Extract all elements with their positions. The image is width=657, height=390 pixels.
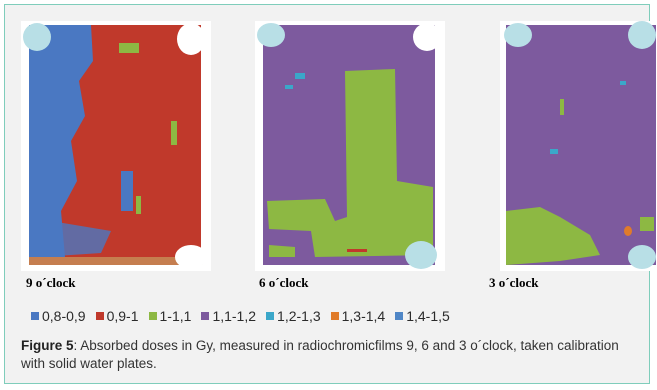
figure-caption-text: : Absorbed doses in Gy, measured in radi… — [21, 338, 619, 371]
legend-label: 1-1,1 — [159, 308, 192, 324]
legend-item: 1-1,1 — [148, 308, 192, 324]
legend-label: 0,9-1 — [106, 308, 139, 324]
legend-label: 1,3-1,4 — [341, 308, 386, 324]
legend-swatch-icon — [31, 312, 39, 320]
figure-panel: 9 o´clock 6 o´clock 3 o´clock 0,8-0,9 0,9… — [4, 4, 657, 384]
film-6-oclock-image — [255, 21, 445, 271]
legend-item: 1,2-1,3 — [266, 308, 321, 324]
film-3-oclock-image — [500, 21, 657, 271]
legend-label: 1,2-1,3 — [277, 308, 321, 324]
legend-label: 0,8-0,9 — [42, 308, 86, 324]
film-caption-9-oclock: 9 o´clock — [26, 275, 76, 290]
legend-item: 0,9-1 — [95, 308, 139, 324]
figure-caption: Figure 5: Absorbed doses in Gy, measured… — [21, 337, 641, 373]
film-9-oclock-image — [21, 21, 211, 271]
legend-label: 1,4-1,5 — [406, 308, 450, 324]
film-caption-3-oclock: 3 o´clock — [489, 275, 539, 290]
dose-legend: 0,8-0,9 0,9-1 1-1,1 1,1-1,2 1,2-1,3 1,3-1,4 1,… — [31, 308, 460, 324]
legend-swatch-icon — [395, 312, 404, 320]
legend-item: 1,1-1,2 — [201, 308, 256, 324]
legend-item: 1,4-1,5 — [395, 308, 450, 324]
legend-item: 1,3-1,4 — [330, 308, 386, 324]
legend-swatch-icon — [201, 312, 210, 320]
legend-swatch-icon — [330, 312, 339, 320]
legend-item: 0,8-0,9 — [31, 308, 86, 324]
legend-swatch-icon — [95, 312, 104, 320]
legend-label: 1,1-1,2 — [212, 308, 257, 324]
figure-caption-label: Figure 5 — [21, 338, 74, 353]
legend-swatch-icon — [148, 312, 157, 320]
legend-swatch-icon — [266, 312, 275, 320]
film-caption-6-oclock: 6 o´clock — [259, 275, 309, 290]
